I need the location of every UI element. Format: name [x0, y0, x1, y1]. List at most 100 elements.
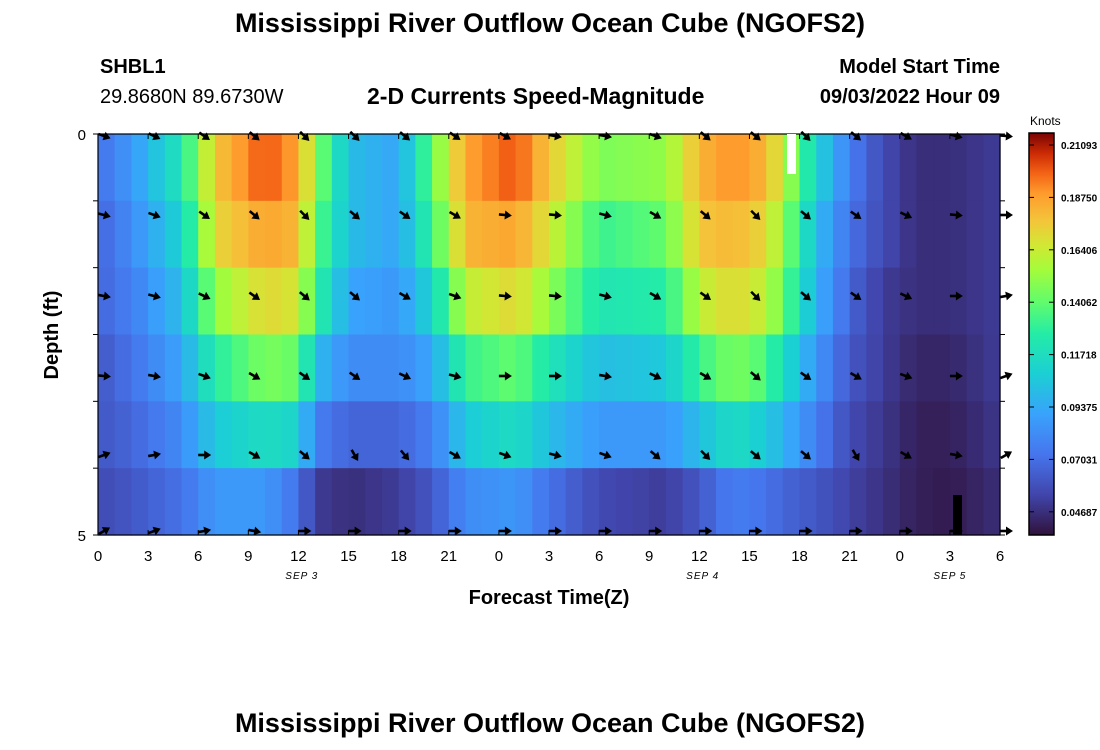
x-tick-label: 0: [495, 548, 503, 565]
heatmap-cell: [298, 334, 316, 402]
heatmap-cell: [315, 468, 333, 536]
heatmap-cell: [816, 134, 834, 202]
heatmap-cell: [632, 334, 650, 402]
heatmap-cell: [98, 468, 116, 536]
heatmap-cell: [465, 200, 483, 269]
heatmap-cell: [415, 267, 433, 336]
heatmap-cell: [381, 200, 400, 269]
current-arrow: [348, 526, 362, 536]
heatmap-cell: [832, 134, 851, 202]
heatmap-cell: [131, 334, 149, 402]
current-arrow: [548, 291, 562, 301]
heatmap-cell: [515, 267, 533, 336]
heatmap-cell: [231, 468, 249, 536]
heatmap-cell: [716, 134, 734, 202]
heatmap-cell: [515, 134, 533, 202]
heatmap-cell: [448, 401, 467, 469]
current-arrow: [800, 450, 811, 460]
heatmap-cell: [565, 200, 583, 269]
heatmap-cell: [582, 334, 600, 402]
current-arrow: [498, 450, 512, 460]
heatmap-cell: [331, 334, 350, 402]
heatmap-cell: [883, 134, 901, 202]
heatmap-cell: [532, 334, 550, 402]
heatmap-cell: [498, 401, 517, 469]
heatmap-cell: [866, 134, 884, 202]
heatmap-cell: [98, 267, 116, 336]
heatmap-cell: [782, 334, 801, 402]
heatmap-cell: [482, 468, 500, 536]
heatmap-cell: [716, 334, 734, 402]
current-arrow: [448, 210, 461, 219]
heatmap-cell: [498, 134, 517, 202]
current-arrow: [97, 371, 111, 381]
heatmap-cell: [248, 401, 266, 469]
second-chart-title: Mississippi River Outflow Ocean Cube (NG…: [234, 708, 866, 738]
heatmap-cell: [381, 468, 400, 536]
current-arrow: [750, 209, 761, 220]
heatmap-cell: [649, 401, 667, 469]
heatmap-cell: [799, 134, 817, 202]
heatmap-cell: [949, 200, 968, 269]
heatmap-cell: [365, 334, 383, 402]
heatmap-cell: [181, 401, 199, 469]
current-arrow: [851, 449, 860, 462]
current-arrow: [299, 130, 310, 141]
heatmap-cell: [916, 134, 934, 202]
current-arrow: [749, 450, 761, 460]
heatmap-cell: [549, 334, 567, 402]
heatmap-cell: [432, 134, 450, 202]
heatmap-cell: [732, 334, 751, 402]
heatmap-cell: [766, 401, 784, 469]
x-tick-label: 15: [741, 548, 758, 565]
current-arrow: [799, 526, 813, 536]
current-arrow: [949, 371, 963, 381]
x-tick-label: 9: [244, 548, 252, 565]
heatmap-cell: [315, 200, 333, 269]
x-tick-label: 3: [946, 548, 954, 565]
heatmap-cell: [381, 134, 400, 202]
heatmap-cell: [448, 200, 467, 269]
heatmap-cell: [832, 334, 851, 402]
current-arrow: [298, 526, 312, 536]
heatmap-cell: [665, 200, 684, 269]
heatmap-cell: [916, 401, 934, 469]
heatmap-cell: [482, 267, 500, 336]
heatmap-cell: [699, 468, 717, 536]
heatmap-cell: [682, 334, 700, 402]
current-arrow: [399, 210, 411, 220]
heatmap-cell: [983, 334, 1001, 402]
heatmap-cell: [432, 267, 450, 336]
heatmap-cell: [448, 334, 467, 402]
station-coordinates: 29.8680N 89.6730W: [100, 86, 284, 108]
chart-title: Mississippi River Outflow Ocean Cube (NG…: [234, 8, 866, 38]
current-arrow: [148, 210, 161, 220]
current-arrow: [298, 291, 310, 301]
heatmap-cell: [532, 401, 550, 469]
heatmap-cell: [866, 267, 884, 336]
heatmap-cell: [782, 200, 801, 269]
date-label: SEP 5: [933, 571, 966, 582]
current-arrow: [599, 526, 613, 536]
heatmap-cell: [148, 334, 166, 402]
heatmap-cell: [716, 401, 734, 469]
heatmap-cell: [498, 267, 517, 336]
heatmap-cell: [782, 267, 801, 336]
heatmap-cell: [665, 401, 684, 469]
heatmap-cell: [749, 468, 767, 536]
heatmap-cell: [883, 401, 901, 469]
model-start-value: 09/03/2022 Hour 09: [819, 86, 1000, 108]
heatmap-cell: [849, 200, 867, 269]
heatmap-cell: [983, 267, 1001, 336]
heatmap-cell: [649, 200, 667, 269]
current-arrow: [899, 210, 913, 220]
current-arrow: [649, 371, 662, 381]
heatmap-cell: [665, 134, 684, 202]
heatmap-cell: [665, 334, 684, 402]
heatmap-cell: [181, 267, 199, 336]
heatmap-cell: [131, 468, 149, 536]
heatmap-cell: [682, 267, 700, 336]
heatmap-cell: [749, 334, 767, 402]
current-arrow: [448, 526, 462, 536]
current-arrow: [198, 371, 211, 381]
